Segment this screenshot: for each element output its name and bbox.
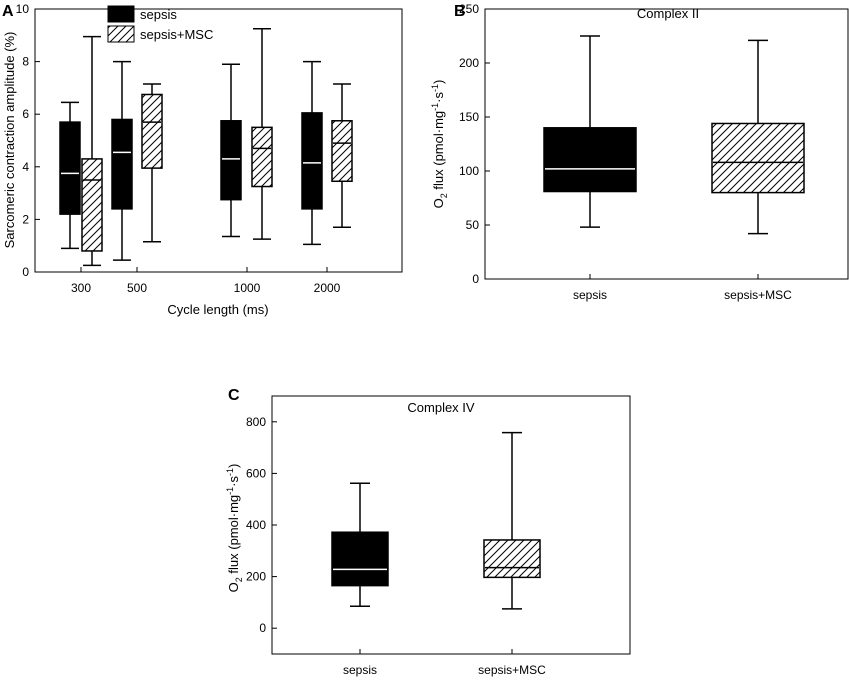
chart-title-b: Complex II	[637, 6, 699, 21]
y-tick-label: 800	[246, 415, 266, 429]
y-axis-title-c: O2 flux (pmol·mg-1·s-1)	[225, 464, 244, 593]
y-tick-label: 250	[459, 2, 479, 16]
box-iqr	[331, 531, 389, 587]
chart-title-c: Complex IV	[407, 400, 475, 415]
box-iqr	[543, 127, 637, 193]
x-tick-label: sepsis+MSC	[724, 288, 792, 302]
y-tick-label: 0	[22, 265, 29, 279]
box-sepsis	[543, 35, 637, 228]
plot-frame-b	[484, 8, 849, 280]
y-tick-label: 100	[459, 164, 479, 178]
y-tick-label: 200	[246, 570, 266, 584]
box-sepsis-msc-300	[81, 35, 103, 267]
x-tick-label: 2000	[314, 281, 341, 295]
y-tick-label: 150	[459, 110, 479, 124]
box-sepsis-500	[111, 60, 133, 261]
y-tick-label: 200	[459, 56, 479, 70]
box-sepsis-msc-1000	[251, 27, 273, 240]
y-tick-label: 6	[22, 107, 29, 121]
box-iqr	[331, 120, 353, 183]
legend-swatch-sepsis	[107, 5, 135, 23]
x-tick-label: 1000	[234, 281, 261, 295]
plot-frame-c	[271, 395, 631, 655]
panel-label-c: C	[228, 387, 240, 404]
legend-swatch-sepsis-msc	[107, 25, 135, 43]
y-tick-label: 4	[22, 160, 29, 174]
panel-label-b: B	[454, 3, 466, 20]
x-tick-label: sepsis+MSC	[478, 663, 546, 677]
x-tick-label: 300	[71, 281, 91, 295]
y-tick-label: 2	[22, 212, 29, 226]
box-iqr	[111, 118, 133, 210]
y-axis-title-a: Sarcomeric contraction amplitude (%)	[2, 32, 17, 249]
box-sepsis-300	[59, 101, 81, 250]
box-sepsis-msc	[483, 431, 541, 610]
y-tick-label: 50	[466, 218, 480, 232]
x-tick-label: 500	[127, 281, 147, 295]
box-sepsis-1000	[220, 63, 242, 238]
legend-a: sepsis sepsis+MSC	[107, 5, 213, 43]
x-tick-label: sepsis	[573, 288, 607, 302]
legend-label-sepsis: sepsis	[140, 7, 177, 22]
y-tick-label: 8	[22, 55, 29, 69]
legend-label-sepsis-msc: sepsis+MSC	[140, 27, 213, 42]
box-iqr	[711, 122, 805, 194]
box-sepsis-msc-2000	[331, 83, 353, 229]
y-tick-label: 0	[472, 272, 479, 286]
box-iqr	[220, 120, 242, 201]
panel-label-a: A	[2, 3, 14, 20]
y-axis-title-b: O2 flux (pmol·mg-1·s-1)	[430, 80, 449, 209]
y-tick-label: 600	[246, 466, 266, 480]
box-sepsis-2000	[301, 60, 323, 246]
x-tick-label: sepsis	[343, 663, 377, 677]
x-axis-title-a: Cycle length (ms)	[167, 302, 268, 317]
plot-frame-a	[34, 8, 403, 273]
y-tick-label: 10	[16, 2, 30, 16]
y-tick-label: 400	[246, 518, 266, 532]
box-sepsis-msc	[711, 39, 805, 235]
box-sepsis	[331, 482, 389, 608]
box-iqr	[251, 126, 273, 188]
box-iqr	[81, 158, 103, 252]
box-sepsis-msc-500	[141, 83, 163, 243]
box-iqr	[301, 112, 323, 210]
box-iqr	[59, 121, 81, 215]
box-iqr	[483, 539, 541, 579]
box-iqr	[141, 93, 163, 169]
y-tick-label: 0	[259, 621, 266, 635]
